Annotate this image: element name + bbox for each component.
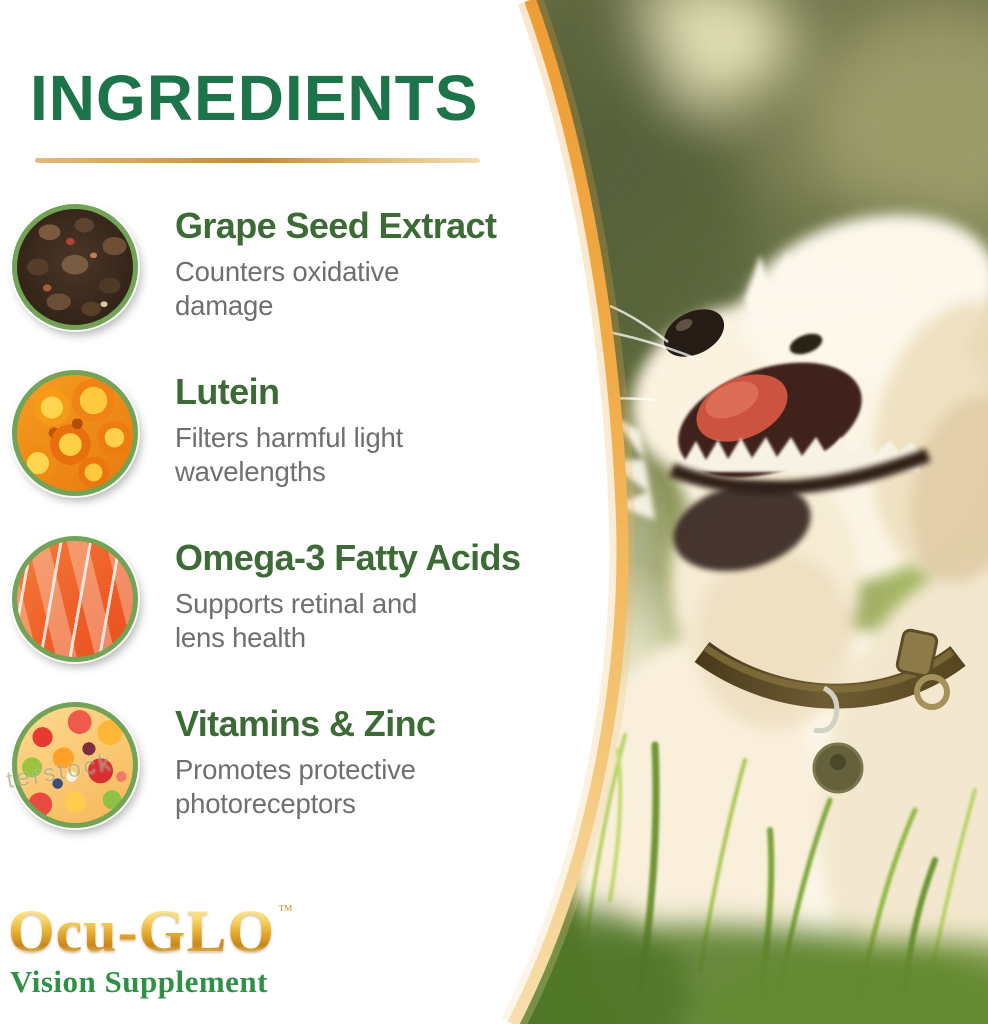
ingredient-desc-line: lens health — [175, 621, 306, 653]
list-item-grape-seed: Grape Seed Extract Counters oxidative da… — [12, 204, 572, 330]
ingredient-desc-line: photoreceptors — [175, 787, 356, 819]
ingredient-name: Omega-3 Fatty Acids — [175, 537, 521, 578]
gold-curve — [501, 0, 636, 1024]
ingredient-list: Grape Seed Extract Counters oxidative da… — [4, 204, 572, 868]
puppy-face — [577, 304, 931, 572]
fruit-salad-photo: terstock — [4, 702, 138, 828]
collar — [694, 628, 966, 794]
list-item-vitamins-zinc: terstock Vitamins & Zinc Promotes protec… — [4, 702, 572, 828]
chin-shadow — [673, 482, 811, 572]
marigold-flower-photo — [12, 370, 138, 496]
fruit-salad-image — [12, 702, 138, 828]
marigold-image — [12, 370, 138, 496]
tag-clip — [813, 685, 840, 734]
lower-lip — [669, 448, 931, 495]
grape-seeds-photo — [12, 204, 138, 330]
ingredient-desc-line: wavelengths — [175, 455, 326, 487]
ingredient-name: Grape Seed Extract — [175, 205, 497, 246]
ingredient-desc-line: Promotes protective — [175, 754, 416, 785]
ingredient-desc-line: Counters oxidative — [175, 256, 400, 287]
salmon-image — [12, 536, 138, 662]
nose — [663, 309, 725, 357]
ingredient-desc-line: damage — [175, 289, 274, 321]
page-title: INGREDIENTS — [30, 62, 479, 134]
ingredient-name: Lutein — [175, 371, 280, 412]
brand-name: Ocu-GLO — [8, 898, 276, 964]
ingredient-desc-line: Supports retinal and — [175, 588, 418, 619]
trademark-symbol: ™ — [278, 903, 293, 919]
eye — [789, 333, 823, 355]
teeth — [684, 437, 920, 472]
gold-divider — [35, 158, 480, 163]
list-item-lutein: Lutein Filters harmful light wavelengths — [12, 370, 572, 496]
brand-tagline: Vision Supplement — [10, 964, 268, 999]
salmon-photo — [12, 536, 138, 662]
brand-logo: Ocu-GLO ™ Vision Supplement — [8, 901, 293, 1000]
list-item-omega3: Omega-3 Fatty Acids Supports retinal and… — [12, 536, 572, 662]
ingredient-name: Vitamins & Zinc — [175, 703, 436, 744]
grape-seeds-image — [12, 204, 138, 330]
ingredient-desc-line: Filters harmful light — [175, 422, 404, 453]
